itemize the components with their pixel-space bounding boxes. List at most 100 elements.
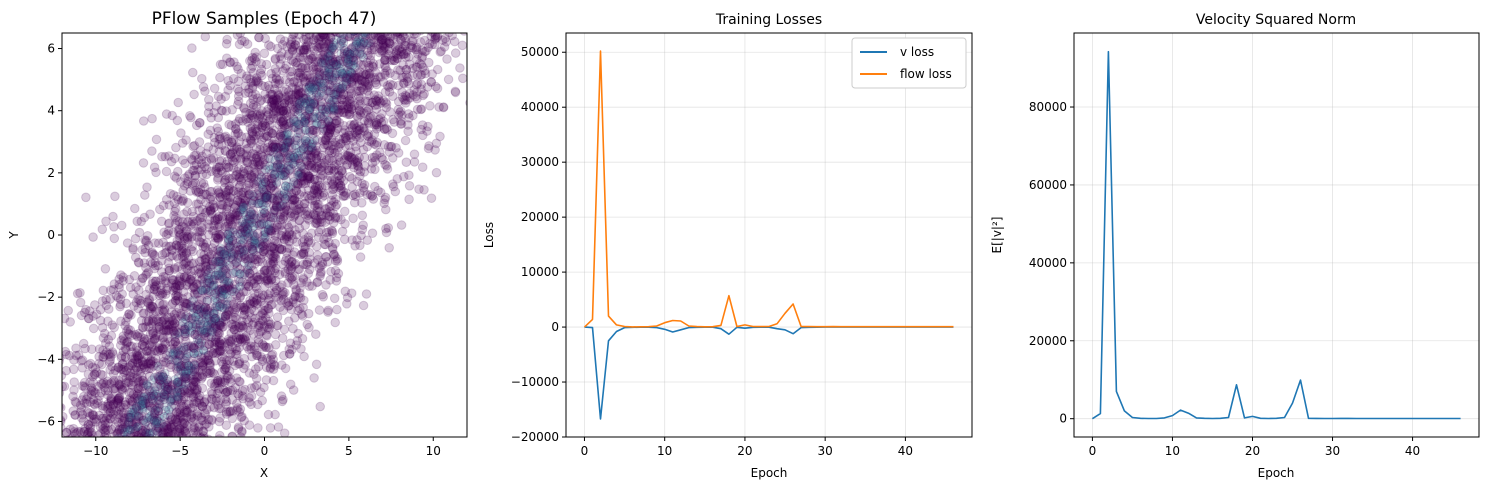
scatter-point <box>237 116 248 126</box>
scatter-point <box>224 281 234 292</box>
scatter-point <box>257 354 268 365</box>
scatter-point <box>209 132 219 143</box>
scatter-point <box>480 21 489 30</box>
scatter-point <box>291 284 301 295</box>
scatter-point <box>265 211 276 222</box>
scatter-point <box>287 45 298 55</box>
scatter-point <box>279 428 290 437</box>
scatter-point <box>170 337 180 347</box>
scatter-point <box>190 329 200 340</box>
scatter-point <box>412 93 422 104</box>
scatter-point <box>426 33 436 42</box>
scatter-point <box>469 14 478 23</box>
scatter-point <box>376 187 386 198</box>
scatter-point <box>232 210 243 221</box>
scatter-point <box>392 17 401 26</box>
scatter-point <box>130 203 140 214</box>
scatter-point <box>220 388 231 398</box>
scatter-point <box>316 57 327 68</box>
scatter-point <box>197 401 207 411</box>
scatter-point <box>307 113 317 123</box>
scatter-point <box>131 348 142 358</box>
scatter-point <box>138 447 147 456</box>
scatter-point <box>254 113 264 124</box>
scatter-point <box>280 123 290 133</box>
scatter-point <box>134 385 145 396</box>
scatter-point <box>214 327 224 338</box>
scatter-point <box>181 336 191 347</box>
scatter-point <box>338 37 349 48</box>
scatter-point <box>354 49 365 59</box>
scatter-point <box>172 236 182 246</box>
scatter-point <box>157 442 166 451</box>
scatter-point <box>140 247 150 258</box>
scatter-point <box>171 413 181 424</box>
scatter-point <box>68 391 78 402</box>
scatter-point <box>399 33 403 34</box>
scatter-point <box>164 423 175 434</box>
scatter-point <box>180 377 191 387</box>
scatter-point <box>157 387 168 398</box>
scatter-point <box>417 51 428 61</box>
scatter-point <box>174 224 185 235</box>
scatter-point <box>205 325 215 336</box>
scatter-point <box>83 419 93 430</box>
scatter-point <box>324 215 335 225</box>
scatter-point <box>173 340 183 351</box>
scatter-point <box>129 448 138 457</box>
scatter-point <box>42 431 51 440</box>
scatter-point <box>208 312 219 323</box>
scatter-point <box>184 169 195 179</box>
scatter-point <box>330 256 341 266</box>
scatter-point <box>162 438 171 447</box>
scatter-point <box>142 391 152 401</box>
scatter-point <box>320 33 331 40</box>
scatter-point <box>448 33 454 34</box>
scatter-point <box>301 259 311 270</box>
scatter-point <box>428 16 437 25</box>
scatter-point <box>113 427 123 437</box>
scatter-point <box>138 445 147 454</box>
scatter-point <box>379 14 388 23</box>
scatter-point <box>259 48 270 59</box>
scatter-point <box>311 163 321 173</box>
scatter-point <box>268 147 279 157</box>
scatter-point <box>174 426 185 437</box>
scatter-point <box>393 20 402 29</box>
scatter-point <box>125 425 136 435</box>
scatter-point <box>412 104 423 115</box>
scatter-point <box>147 428 158 437</box>
scatter-point <box>355 252 366 262</box>
scatter-point <box>230 360 240 371</box>
scatter-point <box>411 62 421 72</box>
scatter-point <box>126 446 135 455</box>
scatter-point <box>246 171 257 182</box>
scatter-point <box>151 134 162 145</box>
scatter-point <box>277 333 288 344</box>
scatter-point <box>193 309 204 320</box>
scatter-point <box>362 77 373 88</box>
scatter-point <box>393 80 404 91</box>
scatter-point <box>141 237 151 247</box>
scatter-point <box>337 165 347 176</box>
scatter-point <box>117 442 126 451</box>
scatter-point <box>159 389 169 400</box>
scatter-point <box>365 111 376 122</box>
scatter-point <box>319 158 330 168</box>
scatter-point <box>418 22 427 31</box>
scatter-point <box>144 363 154 374</box>
scatter-point <box>279 186 289 196</box>
scatter-point <box>68 447 77 456</box>
scatter-point <box>48 382 57 391</box>
scatter-point <box>94 351 104 362</box>
scatter-point <box>137 436 144 437</box>
scatter-point <box>241 214 252 225</box>
scatter-point <box>200 86 210 96</box>
scatter-point <box>197 365 208 375</box>
scatter-point <box>232 438 241 447</box>
scatter-point <box>411 18 420 27</box>
scatter-point <box>103 399 113 409</box>
scatter-point <box>431 81 441 92</box>
scatter-point <box>416 23 425 32</box>
scatter-point <box>290 258 301 269</box>
